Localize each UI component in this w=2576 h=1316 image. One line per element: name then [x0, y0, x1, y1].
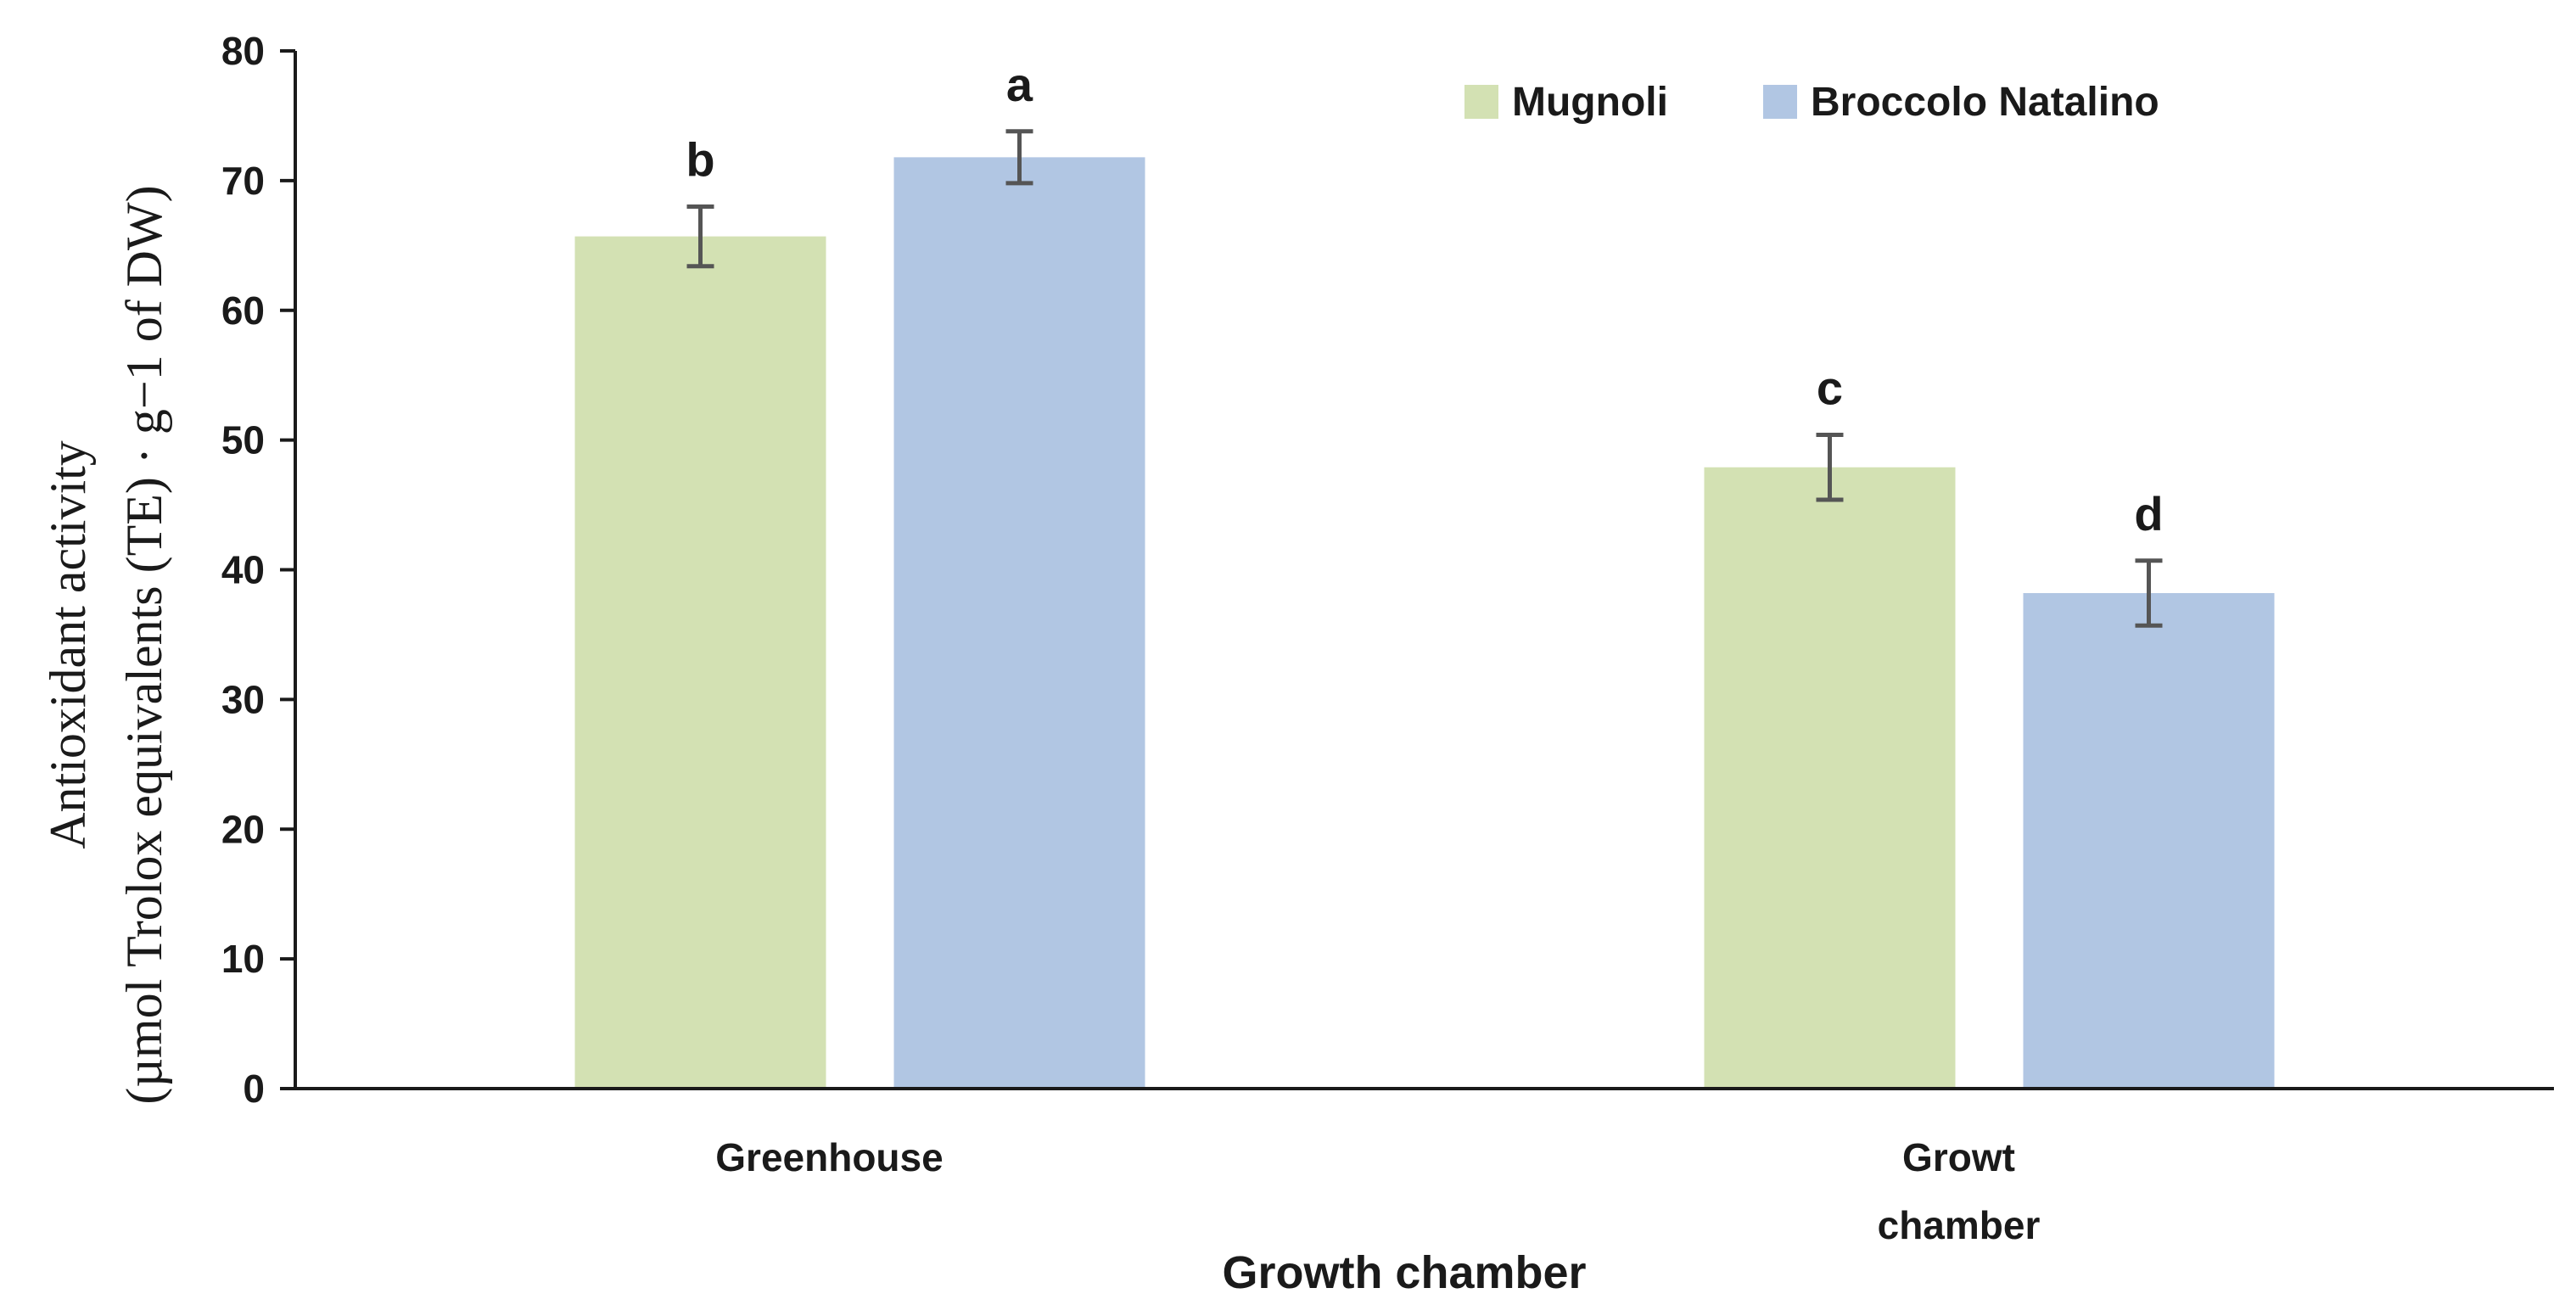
- y-tick-label: 30: [221, 677, 265, 721]
- significance-letter: d: [2134, 487, 2163, 540]
- y-tick-label: 80: [221, 29, 265, 73]
- bar-greenhouse-mugnoli: [574, 236, 826, 1089]
- bar-growth-chamber-mugnoli: [1704, 467, 1956, 1089]
- significance-letter: a: [1006, 58, 1033, 111]
- y-tick-label: 40: [221, 548, 265, 592]
- plot-area: 0 10 20 30 40 50 60 70 80 b a Greenhouse c d Growt cham…: [221, 29, 2554, 1247]
- y-tick-label: 0: [243, 1067, 265, 1111]
- legend-swatch-mugnoli: [1464, 85, 1498, 119]
- x-category-label: Growt: [1902, 1135, 2015, 1179]
- x-category-label: Greenhouse: [715, 1135, 943, 1179]
- legend: Mugnoli Broccolo Natalino: [1464, 80, 2159, 125]
- y-axis-title-line-1: Antioxidant activity: [40, 440, 96, 849]
- y-tick-label: 20: [221, 807, 265, 851]
- y-axis-title: Antioxidant activity (µmol Trolox equiva…: [40, 185, 172, 1104]
- x-category-label: chamber: [1878, 1203, 2041, 1247]
- legend-label: Broccolo Natalino: [1811, 80, 2159, 125]
- significance-letter: c: [1817, 361, 1843, 415]
- y-tick-label: 60: [221, 288, 265, 333]
- significance-letter: b: [686, 132, 714, 186]
- legend-label: Mugnoli: [1512, 80, 1668, 125]
- y-tick-label: 70: [221, 159, 265, 203]
- y-tick-label: 50: [221, 418, 265, 462]
- bar-greenhouse-broccolo-natalino: [893, 157, 1145, 1089]
- bar-growth-chamber-broccolo-natalino: [2023, 593, 2275, 1089]
- x-axis-title: Growth chamber: [1222, 1247, 1586, 1298]
- y-axis-title-line-2: (µmol Trolox equivalents (TE) · g−1 of D…: [116, 185, 172, 1104]
- y-tick-label: 10: [221, 937, 265, 981]
- legend-swatch-broccolo-natalino: [1763, 85, 1797, 119]
